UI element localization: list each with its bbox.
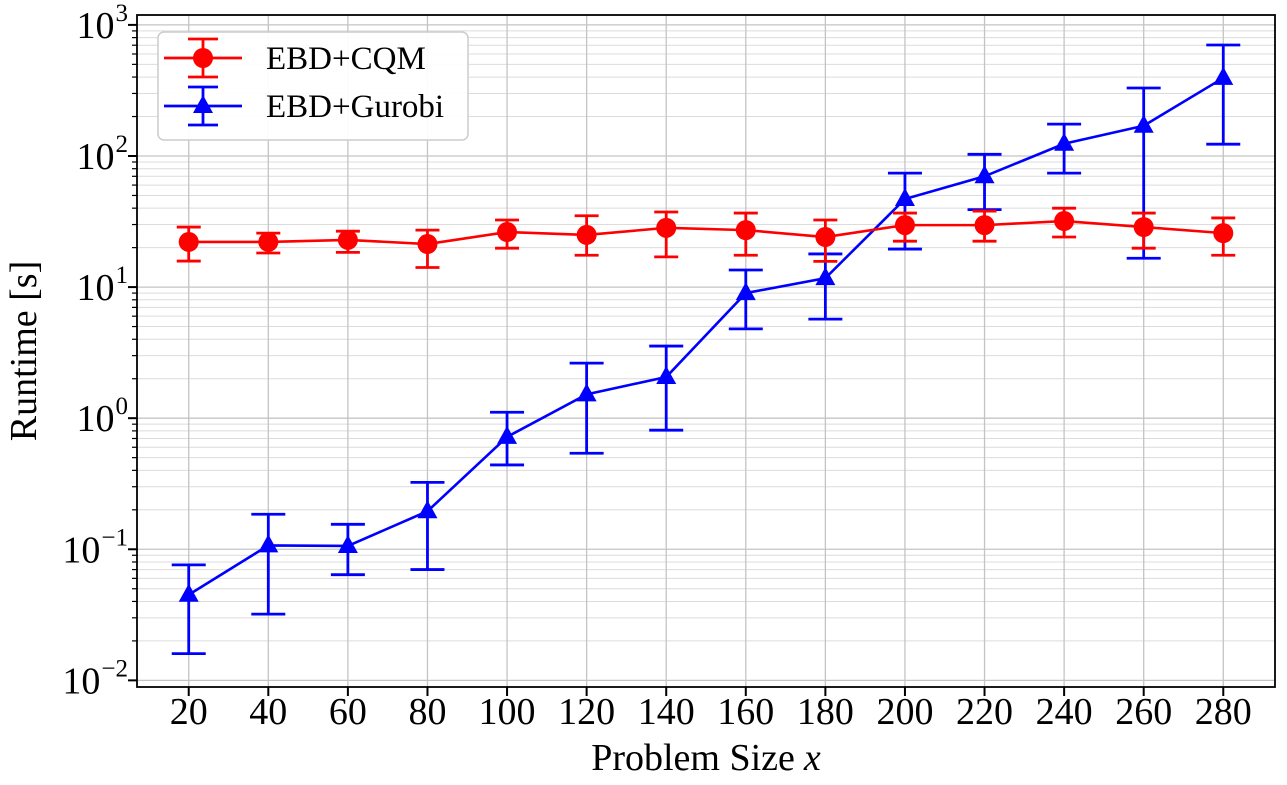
legend-sample-ebd-gurobi [164,85,242,127]
triangle-marker [735,282,756,301]
x-tick-label: 200 [876,691,933,733]
x-tick-label: 100 [479,691,536,733]
circle-marker [178,231,199,252]
triangle-marker [974,165,995,184]
x-axis-label-text: Problem Size [591,737,795,779]
circle-marker [656,217,677,238]
x-tick-label: 140 [638,691,695,733]
x-tick-label: 20 [170,691,208,733]
triangle-marker [497,425,518,444]
y-tick-label: 102 [77,131,129,178]
x-tick-label: 160 [717,691,774,733]
x-tick-label: 120 [558,691,615,733]
triangle-marker [337,534,358,553]
triangle-marker [894,187,915,206]
x-tick-label: 180 [797,691,854,733]
triangle-marker [193,95,213,113]
triangle-marker [1133,114,1154,133]
triangle-marker [656,366,677,385]
legend-label-ebd-gurobi: EBD+Gurobi [266,89,444,125]
x-tick-label: 80 [408,691,446,733]
gridlines [137,15,1275,687]
circle-marker [337,229,358,250]
series-line [188,219,1224,246]
y-axis-label: Runtime [s] [3,261,45,441]
triangle-marker [576,383,597,402]
circle-marker [1213,223,1234,244]
circle-marker [576,224,597,245]
circle-marker [497,222,518,243]
triangle-marker [178,583,199,602]
circle-marker [1133,217,1154,238]
x-tick-label: 260 [1115,691,1172,733]
circle-marker [894,215,915,236]
y-tick-label: 101 [77,262,129,309]
triangle-marker [258,534,279,553]
x-tick-label: 280 [1195,691,1252,733]
triangle-marker [815,267,836,286]
circle-marker [193,48,213,68]
circle-marker [815,227,836,248]
circle-marker [1054,211,1075,232]
tick-labels: 20 40 60 80 100 120 140 160 180 200 220 240 260 280 10… [62,0,1251,733]
circle-marker [974,215,995,236]
circle-marker [735,220,756,241]
triangle-marker [1054,132,1075,151]
series-ebd-gurobi [171,43,1241,656]
y-tick-label: 10−2 [62,655,128,702]
x-tick-label: 220 [956,691,1013,733]
triangle-marker [1213,66,1234,85]
data-series [171,43,1241,656]
y-tick-label: 10−1 [62,524,128,571]
series-line [188,76,1224,596]
circle-marker [417,234,438,255]
x-tick-label: 60 [329,691,367,733]
legend-markers [164,37,242,127]
legend: EBD+CQM EBD+Gurobi [157,31,469,141]
plot-border [136,14,1276,688]
series-ebd-cqm [176,206,1236,269]
x-tick-label: 240 [1036,691,1093,733]
x-axis-label-math-symbol: x [803,737,821,779]
legend-sample-ebd-cqm [164,37,242,79]
legend-label-ebd-cqm: EBD+CQM [266,41,426,77]
x-axis-label: Problem Size x [591,737,821,779]
y-tick-label: 103 [77,0,129,47]
y-tick-label: 100 [77,393,129,440]
triangle-marker [417,500,438,519]
axis-ticks [128,23,1225,696]
x-tick-label: 40 [249,691,287,733]
circle-marker [258,231,279,252]
